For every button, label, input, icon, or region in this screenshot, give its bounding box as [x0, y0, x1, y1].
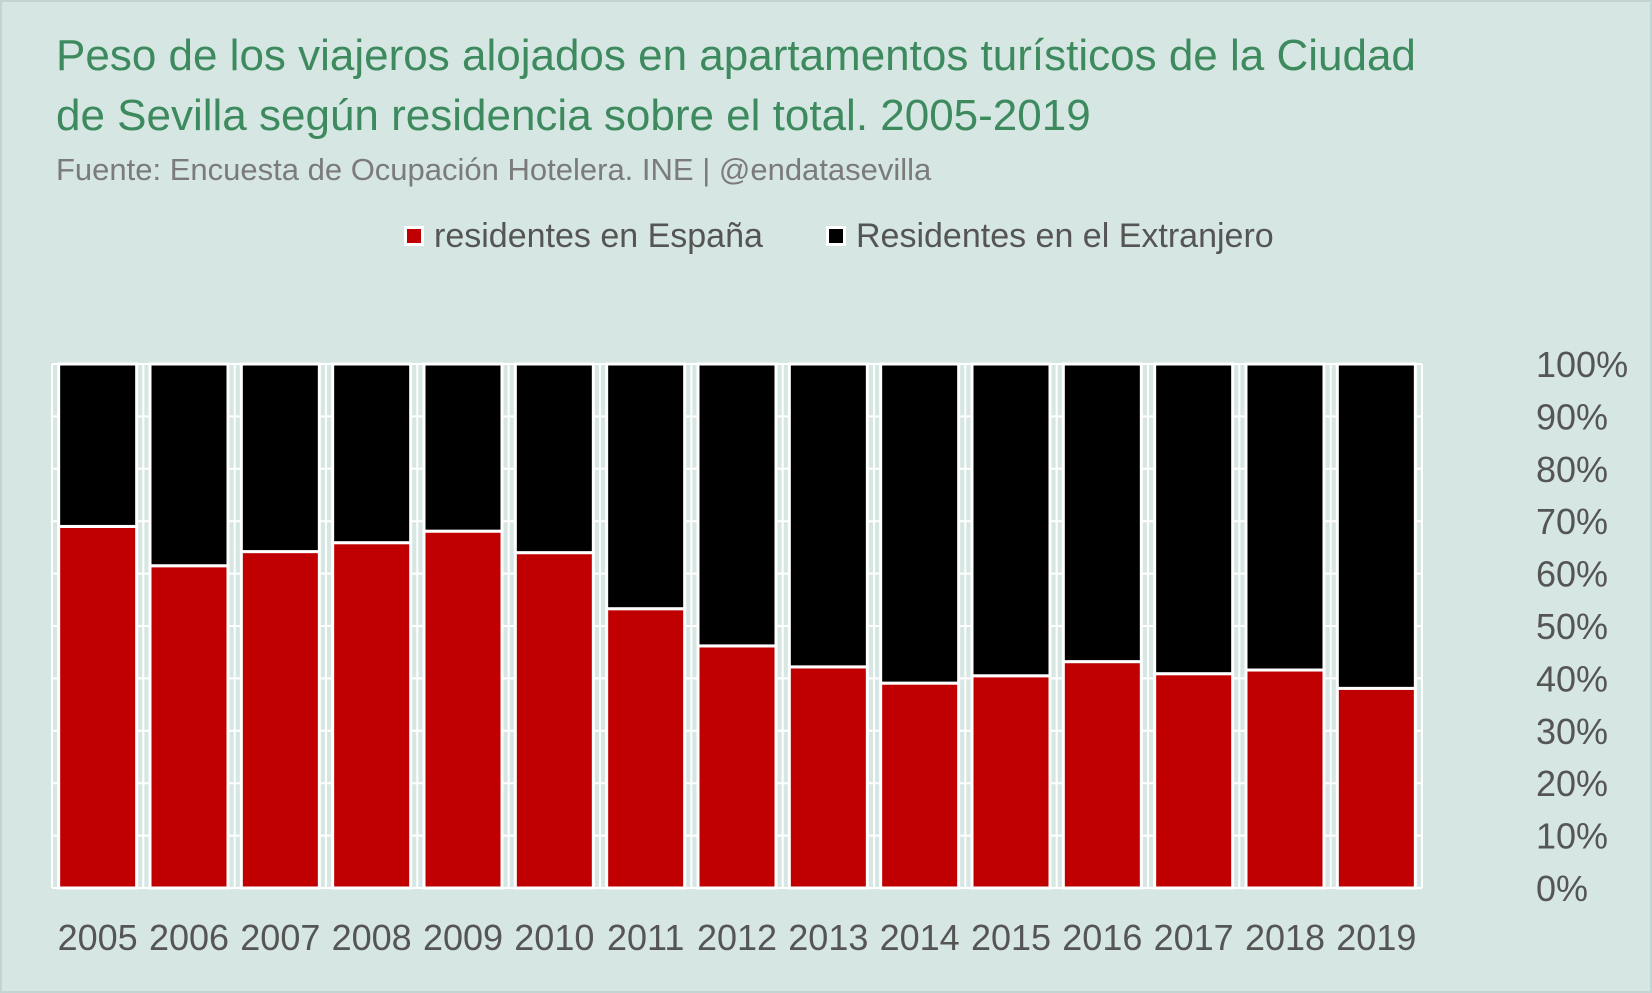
x-tick-label: 2007: [240, 917, 320, 958]
y-tick-label: 0%: [1536, 868, 1588, 909]
bar-segment-spain-2013: [787, 665, 869, 890]
bar-segment-abroad-2006: [148, 362, 230, 568]
bar-segment-spain-2010: [513, 551, 595, 890]
bar-segment-abroad-2009: [422, 362, 504, 533]
y-tick-label: 100%: [1536, 344, 1628, 385]
bar-segment-abroad-2017: [1153, 362, 1235, 676]
bar-segment-spain-2018: [1244, 668, 1326, 890]
bar-segment-abroad-2018: [1244, 362, 1326, 672]
x-tick-label: 2006: [149, 917, 229, 958]
bar-segment-spain-2006: [148, 564, 230, 890]
bar-segment-abroad-2007: [239, 362, 321, 554]
x-tick-label: 2008: [332, 917, 412, 958]
y-tick-label: 10%: [1536, 816, 1608, 857]
bar-segment-spain-2007: [239, 550, 321, 890]
y-tick-label: 40%: [1536, 658, 1608, 699]
x-tick-label: 2018: [1245, 917, 1325, 958]
legend-item-spain: residentes en España: [404, 212, 763, 260]
x-tick-label: 2015: [971, 917, 1051, 958]
x-tick-label: 2013: [788, 917, 868, 958]
bar-segment-abroad-2008: [331, 362, 413, 545]
x-tick-label: 2005: [58, 917, 138, 958]
legend-item-abroad: Residentes en el Extranjero: [826, 212, 1274, 260]
bar-segment-spain-2019: [1335, 686, 1417, 890]
bar-segment-spain-2017: [1153, 672, 1235, 890]
x-tick-label: 2014: [880, 917, 960, 958]
y-tick-label: 70%: [1536, 501, 1608, 542]
y-tick-label: 50%: [1536, 606, 1608, 647]
x-tick-label: 2016: [1062, 917, 1142, 958]
x-tick-label: 2009: [423, 917, 503, 958]
y-axis: 0% 10% 20% 30% 40% 50% 60% 70% 80% 90% 100%: [1536, 344, 1628, 909]
bar-segment-spain-2015: [970, 674, 1052, 890]
legend-label-abroad: Residentes en el Extranjero: [856, 216, 1274, 255]
x-tick-label: 2011: [607, 917, 684, 958]
y-tick-label: 80%: [1536, 449, 1608, 490]
bar-segment-spain-2016: [1061, 660, 1143, 890]
x-tick-label: 2017: [1154, 917, 1234, 958]
bar-segment-abroad-2014: [879, 362, 961, 685]
x-tick-label: 2010: [514, 917, 594, 958]
legend-label-spain: residentes en España: [434, 216, 763, 255]
x-tick-label: 2019: [1336, 917, 1416, 958]
bar-segment-spain-2008: [331, 541, 413, 890]
bar-segment-spain-2014: [879, 681, 961, 890]
bar-segment-abroad-2011: [605, 362, 687, 611]
legend-swatch-abroad: [826, 226, 846, 246]
bar-segment-abroad-2019: [1335, 362, 1417, 690]
bar-segment-abroad-2010: [513, 362, 595, 555]
bar-segment-abroad-2015: [970, 362, 1052, 678]
chart-subtitle: Fuente: Encuesta de Ocupación Hotelera. …: [56, 152, 932, 187]
bar-segment-abroad-2012: [696, 362, 778, 648]
bar-segment-abroad-2013: [787, 362, 869, 669]
bar-segment-spain-2012: [696, 644, 778, 890]
y-tick-label: 90%: [1536, 396, 1608, 437]
y-tick-label: 30%: [1536, 711, 1608, 752]
chart-title: Peso de los viajeros alojados en apartam…: [56, 31, 1416, 140]
bar-segment-spain-2011: [605, 607, 687, 890]
legend-swatch-spain: [404, 226, 424, 246]
bar-segment-abroad-2005: [57, 362, 139, 528]
bar-segment-spain-2005: [57, 524, 139, 890]
bar-segment-spain-2009: [422, 529, 504, 890]
x-tick-label: 2012: [697, 917, 777, 958]
bars: 2005 2006 2007 2008 2009 2010 2011 2012 2013 2014…: [57, 362, 1417, 958]
bar-segment-abroad-2016: [1061, 362, 1143, 664]
y-tick-label: 60%: [1536, 554, 1608, 595]
y-tick-label: 20%: [1536, 763, 1608, 804]
